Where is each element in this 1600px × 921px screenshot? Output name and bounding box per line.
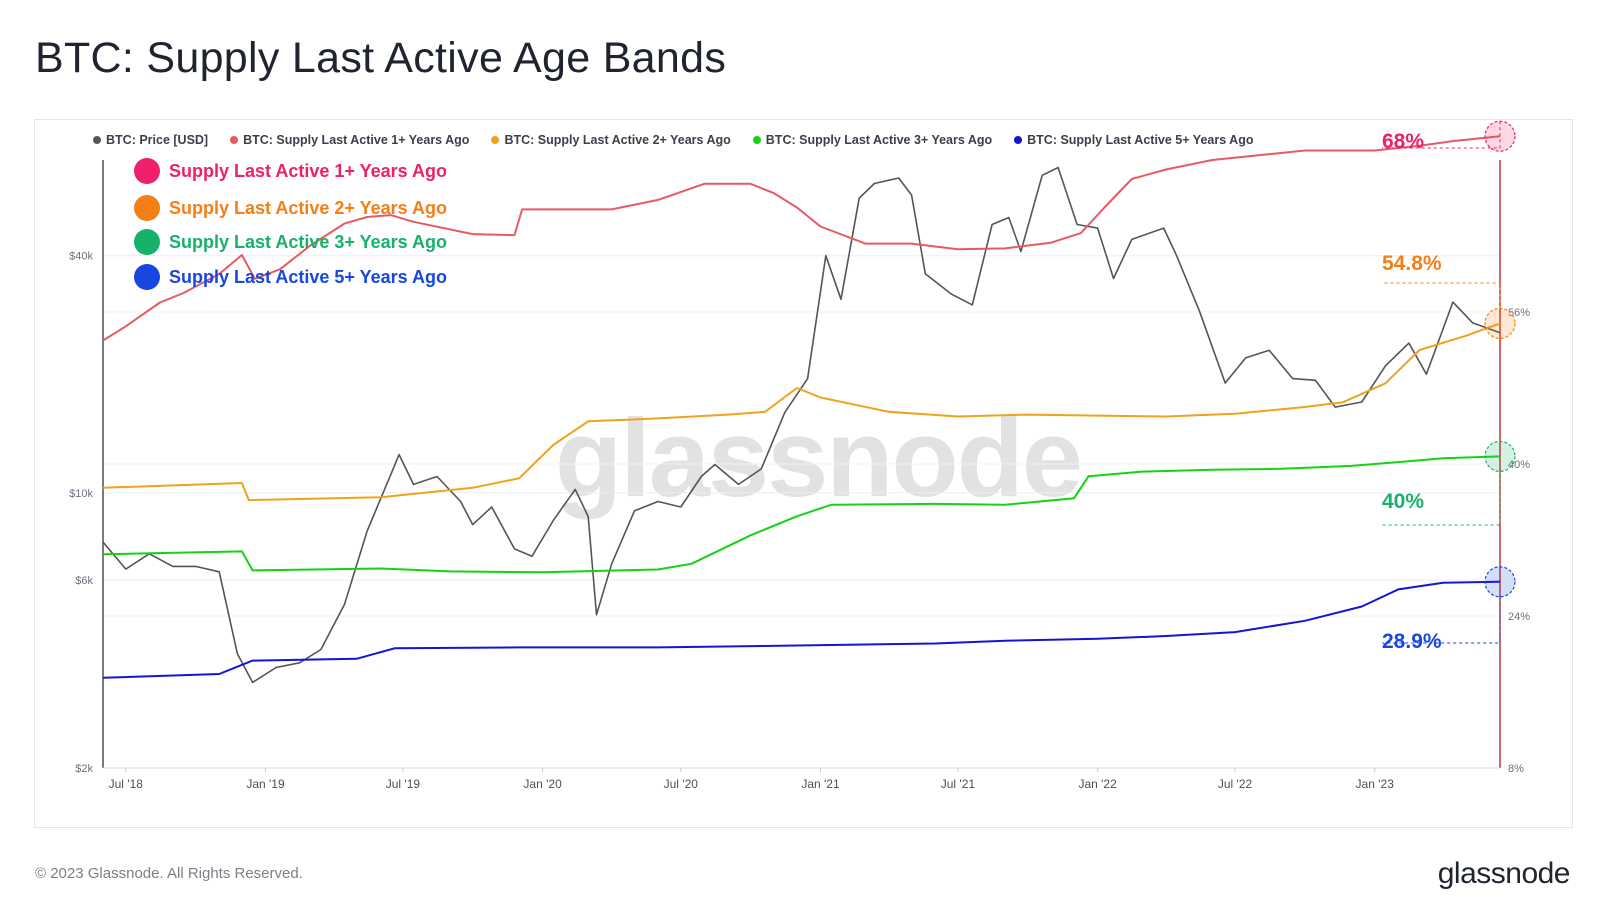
legend-dot-icon xyxy=(93,136,101,144)
legend-label: BTC: Supply Last Active 2+ Years Ago xyxy=(504,133,731,147)
legend-item-2y[interactable]: BTC: Supply Last Active 2+ Years Ago xyxy=(491,132,731,148)
legend-dot-icon xyxy=(752,136,761,144)
series-line-3 xyxy=(102,455,1501,574)
annotation-label: Supply Last Active 2+ Years Ago xyxy=(169,197,447,218)
legend-item-5y[interactable]: BTC: Supply Last Active 5+ Years Ago xyxy=(1014,132,1253,148)
series-line-4 xyxy=(102,580,1501,679)
copyright-footer: © 2023 Glassnode. All Rights Reserved. xyxy=(35,865,303,882)
x-tick-label: Jul '19 xyxy=(386,777,421,791)
legend-label: BTC: Supply Last Active 3+ Years Ago xyxy=(765,133,993,147)
callout-connector-1 xyxy=(1382,121,1501,149)
callout-5y: 28.9% xyxy=(1382,630,1442,653)
series-line-0 xyxy=(102,166,1501,684)
x-tick-label: Jan '22 xyxy=(1078,777,1117,791)
page-title: BTC: Supply Last Active Age Bands xyxy=(35,34,727,82)
annotation-dot-icon xyxy=(134,195,160,221)
legend-dot-icon xyxy=(230,136,239,144)
legend-label: BTC: Supply Last Active 5+ Years Ago xyxy=(1027,133,1254,147)
annotation-1y: Supply Last Active 1+ Years Ago xyxy=(134,158,447,184)
annotation-3y: Supply Last Active 3+ Years Ago xyxy=(134,229,447,255)
annotation-dot-icon xyxy=(134,264,160,290)
annotation-dot-icon xyxy=(134,229,160,255)
glassnode-logo: glassnode xyxy=(1437,857,1571,890)
annotation-label: Supply Last Active 5+ Years Ago xyxy=(169,266,447,287)
x-tick-label: Jul '18 xyxy=(109,777,144,791)
x-tick-label: Jul '20 xyxy=(664,777,699,791)
x-tick-label: Jan '19 xyxy=(246,777,285,791)
legend-item-price[interactable]: BTC: Price [USD] xyxy=(93,132,208,148)
annotation-label: Supply Last Active 1+ Years Ago xyxy=(169,160,447,181)
y-right-tick-label: 24% xyxy=(1508,611,1530,623)
legend-label: BTC: Price [USD] xyxy=(106,133,209,147)
chart-frame xyxy=(34,119,1573,828)
chart-legend: BTC: Price [USD] BTC: Supply Last Active… xyxy=(93,132,1253,148)
callout-3y: 40% xyxy=(1382,490,1425,513)
annotation-5y: Supply Last Active 5+ Years Ago xyxy=(134,264,447,290)
legend-item-1y[interactable]: BTC: Supply Last Active 1+ Years Ago xyxy=(230,132,469,148)
callout-connector-2 xyxy=(1382,282,1501,309)
annotation-label: Supply Last Active 3+ Years Ago xyxy=(169,231,447,252)
x-tick-label: Jan '20 xyxy=(523,777,562,791)
legend-label: BTC: Supply Last Active 1+ Years Ago xyxy=(243,133,470,147)
y-left-tick-label: $10k xyxy=(69,488,93,500)
callout-1y: 68% xyxy=(1382,130,1425,153)
callout-connector-3 xyxy=(1382,471,1501,526)
x-tick-label: Jul '21 xyxy=(941,777,976,791)
callout-2y: 54.8% xyxy=(1382,252,1442,275)
x-tick-label: Jan '21 xyxy=(801,777,840,791)
series-line-1 xyxy=(102,135,1501,342)
y-left-tick-label: $6k xyxy=(75,575,93,587)
x-tick-label: Jul '22 xyxy=(1218,777,1253,791)
endpoint-highlight-4 xyxy=(1484,566,1516,598)
endpoint-highlight-3 xyxy=(1484,440,1516,472)
annotation-dot-icon xyxy=(134,158,160,184)
legend-dot-icon xyxy=(1014,136,1023,144)
legend-dot-icon xyxy=(491,136,500,144)
y-right-tick-label: 8% xyxy=(1508,763,1524,775)
y-left-tick-label: $40k xyxy=(69,251,93,263)
series-line-2 xyxy=(102,322,1501,502)
watermark: glassnode xyxy=(555,397,1083,520)
legend-item-3y[interactable]: BTC: Supply Last Active 3+ Years Ago xyxy=(752,132,993,148)
endpoint-highlight-2 xyxy=(1484,307,1516,339)
annotation-2y: Supply Last Active 2+ Years Ago xyxy=(134,195,447,221)
x-tick-label: Jan '23 xyxy=(1356,777,1395,791)
y-left-tick-label: $2k xyxy=(75,763,93,775)
